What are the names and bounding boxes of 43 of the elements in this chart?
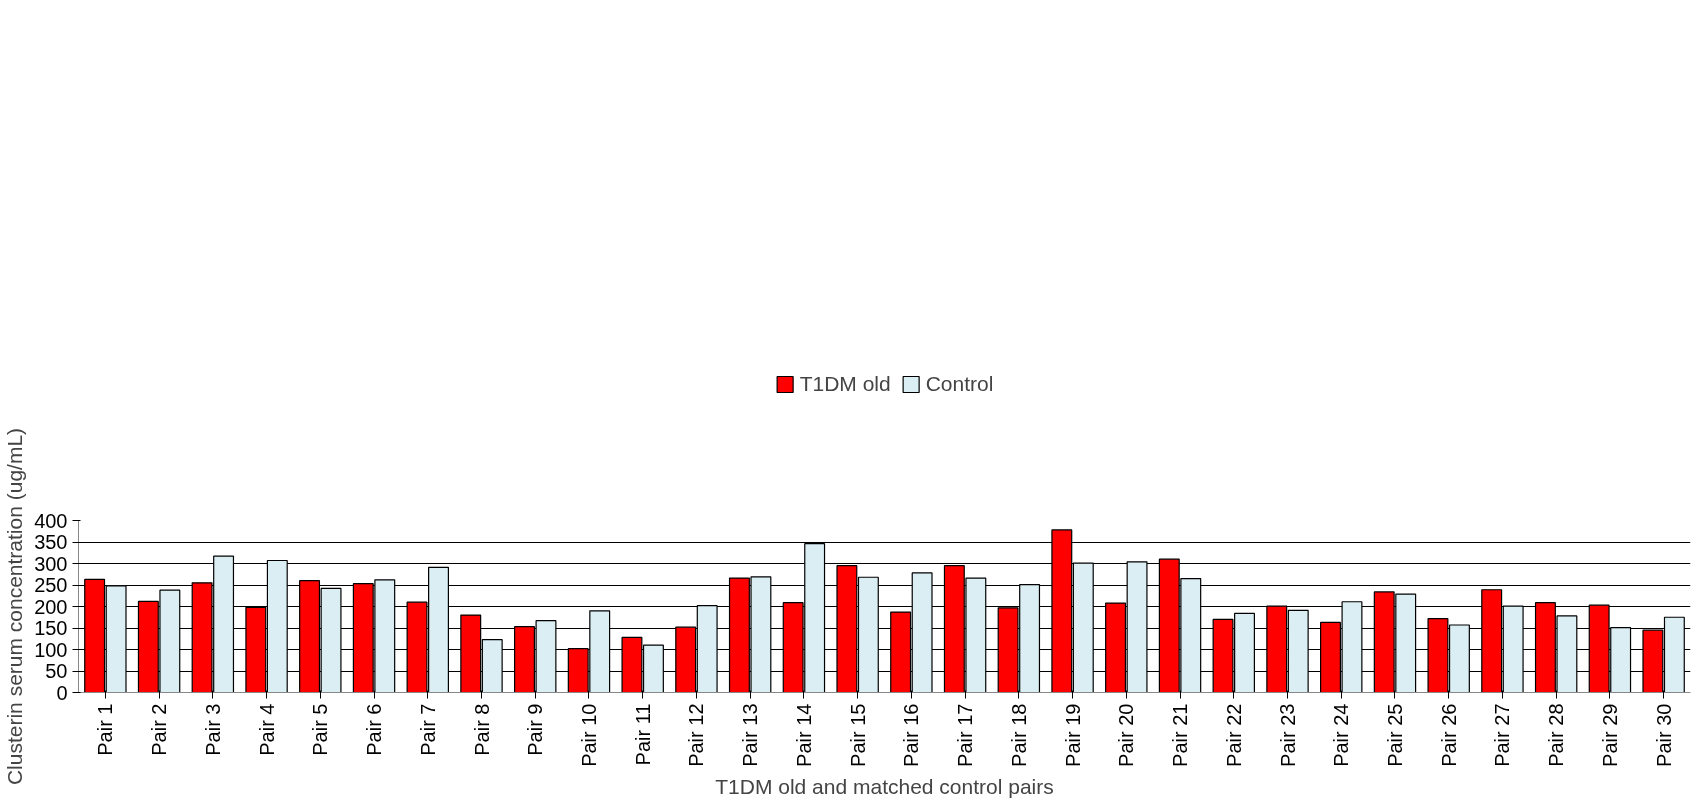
x-tick-label: Pair 4 (255, 703, 278, 756)
x-tick-label: Pair 9 (524, 703, 547, 756)
x-tick-label: Pair 10 (577, 703, 600, 767)
x-tick-label: Pair 13 (739, 703, 762, 767)
y-tick-label: 300 (34, 552, 68, 575)
y-tick-label: 350 (34, 531, 68, 553)
x-tick-label: Pair 28 (1545, 703, 1568, 767)
legend-label: T1DM old (799, 372, 891, 396)
x-tick-label: Pair 23 (1276, 703, 1299, 767)
x-tick-label: Pair 16 (900, 703, 923, 767)
x-tick-label: Pair 6 (363, 703, 386, 756)
y-tick-label: 0 (56, 681, 68, 704)
x-tick-label: Pair 26 (1437, 703, 1460, 767)
x-tick-label: Pair 12 (685, 703, 708, 767)
x-tick-label: Pair 22 (1222, 703, 1245, 767)
x-tick-label: Pair 27 (1491, 703, 1514, 767)
x-tick-label: Pair 2 (148, 703, 171, 756)
y-tick-label: 200 (34, 595, 68, 618)
y-tick-label: 250 (34, 574, 68, 596)
x-tick-label: Pair 7 (416, 703, 439, 756)
y-tick-label: 50 (45, 660, 68, 682)
x-tick-label: Pair 1 (94, 703, 117, 756)
x-tick-label: Pair 18 (1007, 703, 1030, 767)
x-tick-label: Pair 11 (631, 703, 654, 766)
x-tick-label: Pair 14 (792, 703, 815, 767)
x-tick-label: Pair 24 (1330, 703, 1353, 767)
x-tick-label: Pair 15 (846, 703, 869, 767)
legend-label: Control (925, 372, 994, 396)
y-tick-label: 150 (34, 617, 68, 639)
x-tick-label: Pair 20 (1115, 703, 1138, 767)
y-axis-title: Clusterin serum concentration (ug/mL) (3, 427, 27, 786)
x-tick-label: Pair 30 (1652, 703, 1675, 767)
x-axis-title: T1DM old and matched control pairs (715, 774, 1054, 798)
x-tick-label: Pair 5 (309, 703, 332, 756)
x-tick-label: Pair 3 (201, 703, 224, 756)
x-tick-label: Pair 25 (1383, 703, 1406, 767)
x-tick-label: Pair 17 (954, 703, 977, 767)
x-tick-label: Pair 29 (1598, 703, 1621, 767)
y-tick-label: 100 (34, 638, 68, 661)
x-tick-label: Pair 8 (470, 703, 493, 756)
y-tick-label: 400 (34, 509, 68, 532)
x-tick-label: Pair 21 (1169, 703, 1192, 767)
x-tick-label: Pair 19 (1061, 703, 1084, 767)
